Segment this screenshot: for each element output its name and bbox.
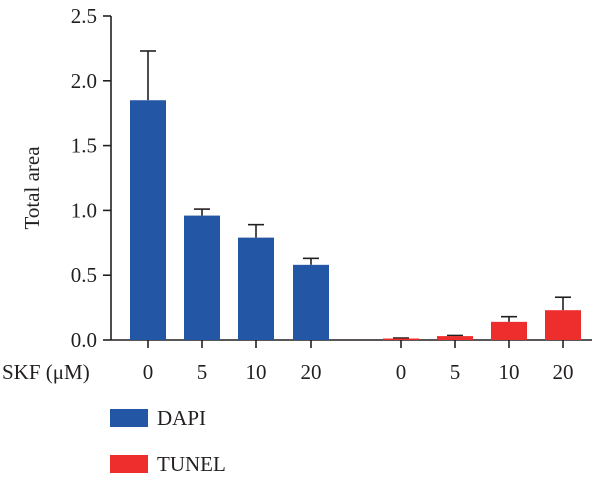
y-tick-label: 1.0 bbox=[71, 198, 97, 222]
bar-tunel-5 bbox=[437, 336, 473, 340]
bar-tunel-10 bbox=[491, 321, 527, 340]
bar-tunel-0 bbox=[383, 338, 419, 340]
bar-dapi-20 bbox=[293, 264, 329, 340]
y-axis-title: Total area bbox=[20, 146, 44, 230]
x-tick-label: 20 bbox=[553, 360, 574, 384]
x-tick-label: 20 bbox=[301, 360, 322, 384]
bar-dapi-0 bbox=[130, 100, 166, 341]
x-tick-label: 0 bbox=[396, 360, 407, 384]
legend-swatch-tunel bbox=[110, 455, 148, 473]
y-tick-label: 2.0 bbox=[71, 69, 97, 93]
y-tick-label: 0.0 bbox=[71, 328, 97, 352]
y-tick-label: 0.5 bbox=[71, 263, 97, 287]
y-tick-label: 2.5 bbox=[71, 4, 97, 28]
x-tick-label: 10 bbox=[499, 360, 520, 384]
legend-swatch-dapi bbox=[110, 409, 148, 427]
y-tick-label: 1.5 bbox=[71, 134, 97, 158]
x-tick-label: 5 bbox=[450, 360, 461, 384]
bar-tunel-20 bbox=[545, 310, 581, 340]
legend-label-tunel: TUNEL bbox=[157, 452, 226, 476]
bar-dapi-5 bbox=[184, 215, 220, 340]
x-tick-label: 0 bbox=[143, 360, 154, 384]
x-tick-label: 10 bbox=[246, 360, 267, 384]
legend-label-dapi: DAPI bbox=[157, 406, 206, 430]
bar-dapi-10 bbox=[238, 237, 274, 340]
x-tick-label: 5 bbox=[197, 360, 208, 384]
x-axis-title: SKF (μM) bbox=[2, 360, 90, 384]
